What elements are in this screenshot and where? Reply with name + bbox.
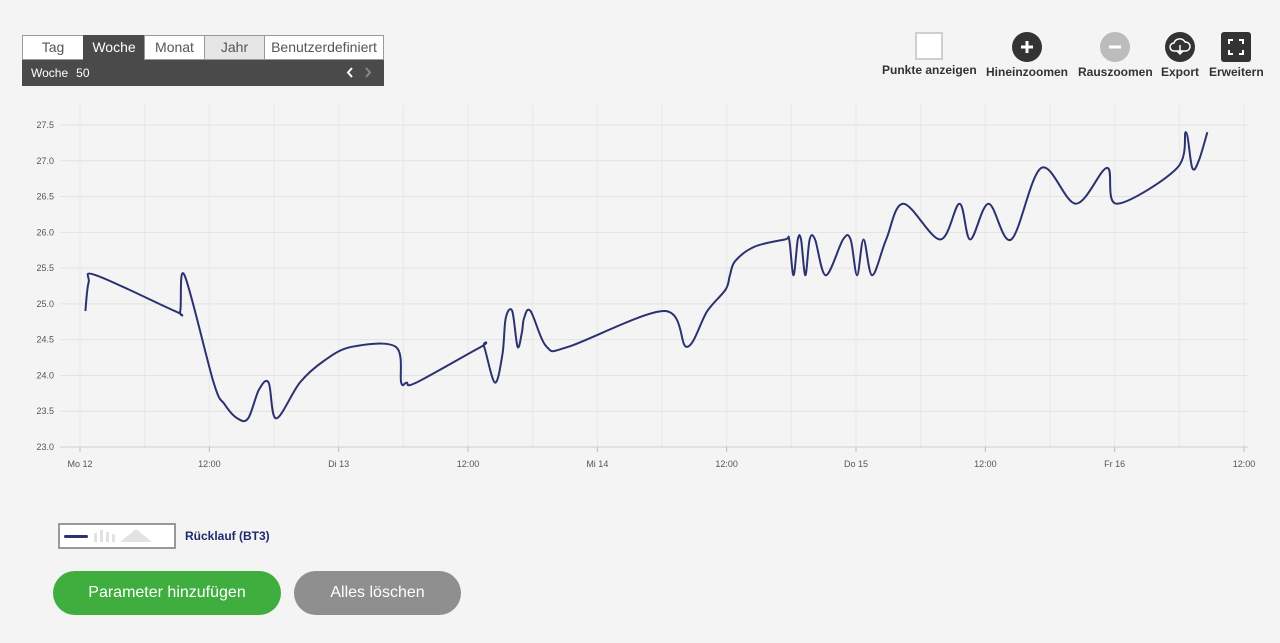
y-tick-label: 23.5 xyxy=(36,406,54,416)
export-label: Export xyxy=(1161,65,1200,79)
x-tick-label: 12:00 xyxy=(198,459,221,469)
y-tick-label: 24.5 xyxy=(36,335,54,345)
temperature-chart: 23.0 23.5 24.0 24.5 25.0 25.5 26.0 26.5 27.0 27.5… xyxy=(20,95,1270,475)
y-tick-label: 25.5 xyxy=(36,263,54,273)
zoom-out-label: Rauszoomen xyxy=(1078,65,1153,79)
minus-icon xyxy=(1100,32,1131,62)
y-tick-label: 23.0 xyxy=(36,442,54,452)
tab-tag[interactable]: Tag xyxy=(22,35,84,60)
chart-background xyxy=(20,95,1270,475)
clear-all-button[interactable]: Alles löschen xyxy=(294,571,461,615)
x-tick-label: Do 15 xyxy=(844,459,868,469)
y-tick-label: 26.0 xyxy=(36,227,54,237)
week-label: Woche xyxy=(31,66,69,80)
plus-icon xyxy=(1012,32,1042,62)
y-tick-label: 24.0 xyxy=(36,370,54,380)
y-tick-label: 27.0 xyxy=(36,156,54,166)
checkbox-icon[interactable] xyxy=(915,32,944,60)
zoom-in-button[interactable]: Hineinzoomen xyxy=(986,32,1068,79)
period-selector: Tag Woche Monat Jahr Benutzerdefiniert W… xyxy=(22,35,384,86)
y-tick-label: 27.5 xyxy=(36,120,54,130)
week-navigator: Woche 50 xyxy=(22,60,384,86)
x-tick-label: 12:00 xyxy=(715,459,738,469)
show-points-toggle[interactable]: Punkte anzeigen xyxy=(882,32,977,77)
export-button[interactable]: Export xyxy=(1161,32,1199,79)
chart-svg: 23.0 23.5 24.0 24.5 25.0 25.5 26.0 26.5 27.0 27.5… xyxy=(20,95,1270,475)
series-line-ruecklauf xyxy=(84,131,1209,423)
chevron-left-icon[interactable] xyxy=(343,65,357,81)
y-tick-label: 26.5 xyxy=(36,192,54,202)
x-tick-label: 12:00 xyxy=(1233,459,1256,469)
tab-jahr[interactable]: Jahr xyxy=(204,35,265,60)
show-points-label: Punkte anzeigen xyxy=(882,63,977,77)
add-parameter-button[interactable]: Parameter hinzufügen xyxy=(53,571,281,615)
x-tick-label: Fr 16 xyxy=(1104,459,1125,469)
week-number: 50 xyxy=(76,66,90,80)
cloud-download-icon xyxy=(1165,32,1195,62)
tab-benutzerdefiniert[interactable]: Benutzerdefiniert xyxy=(264,35,384,60)
legend-label: Rücklauf (BT3) xyxy=(185,529,270,543)
expand-label: Erweitern xyxy=(1209,65,1264,79)
tab-monat[interactable]: Monat xyxy=(144,35,205,60)
chevron-right-icon[interactable] xyxy=(361,65,375,81)
x-tick-label: 12:00 xyxy=(974,459,997,469)
period-tabs: Tag Woche Monat Jahr Benutzerdefiniert xyxy=(22,35,384,60)
x-tick-label: Mo 12 xyxy=(67,459,92,469)
expand-button[interactable]: Erweitern xyxy=(1209,32,1264,79)
zoom-in-label: Hineinzoomen xyxy=(986,65,1069,79)
tab-woche[interactable]: Woche xyxy=(83,35,145,60)
x-tick-label: 12:00 xyxy=(457,459,480,469)
fullscreen-icon xyxy=(1221,32,1252,62)
zoom-out-button[interactable]: Rauszoomen xyxy=(1078,32,1153,79)
x-tick-label: Mi 14 xyxy=(586,459,608,469)
legend-series-toggle[interactable] xyxy=(58,523,176,549)
x-tick-label: Di 13 xyxy=(328,459,349,469)
series-style-icon xyxy=(64,529,152,542)
y-tick-label: 25.0 xyxy=(36,299,54,309)
